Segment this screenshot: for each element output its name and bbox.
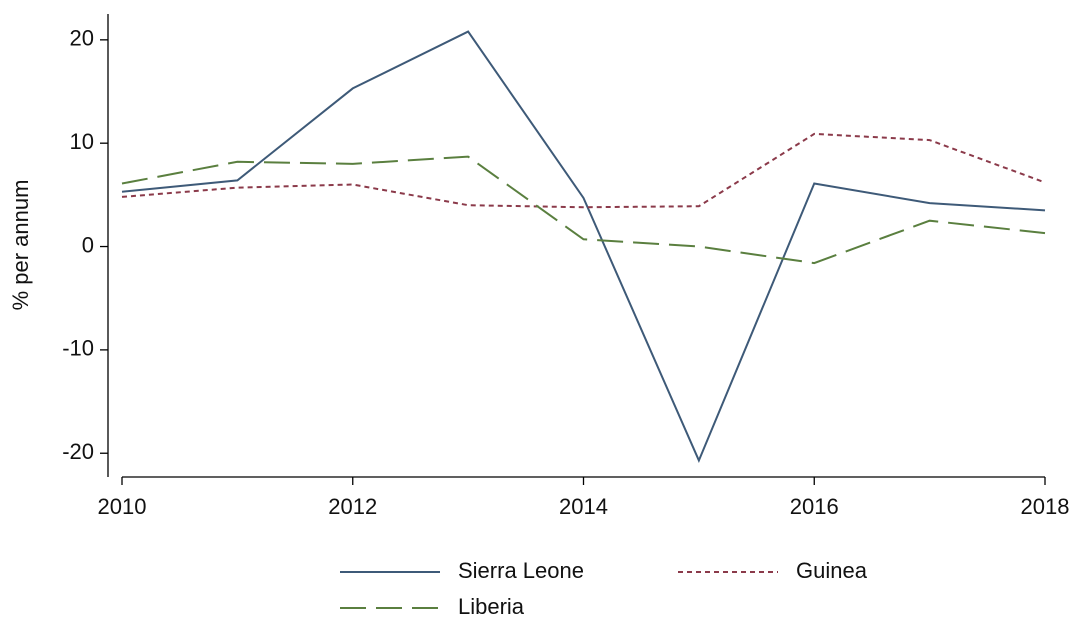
y-tick-label: -20 <box>62 439 94 464</box>
x-tick-label: 2012 <box>328 494 377 519</box>
legend-label: Liberia <box>458 594 525 619</box>
legend-label: Sierra Leone <box>458 558 584 583</box>
line-series <box>121 155 1046 265</box>
line-series <box>121 30 1046 464</box>
y-axis-label: % per annum <box>8 180 33 311</box>
y-tick-label: -10 <box>62 336 94 361</box>
legend-label: Guinea <box>796 558 868 583</box>
y-tick-label: 10 <box>70 129 94 154</box>
y-tick-label: 0 <box>82 232 94 257</box>
x-tick-label: 2010 <box>98 494 147 519</box>
x-tick-label: 2014 <box>559 494 608 519</box>
x-tick-label: 2018 <box>1021 494 1070 519</box>
y-tick-label: 20 <box>70 26 94 51</box>
x-tick-label: 2016 <box>790 494 839 519</box>
line-series <box>121 132 1046 209</box>
